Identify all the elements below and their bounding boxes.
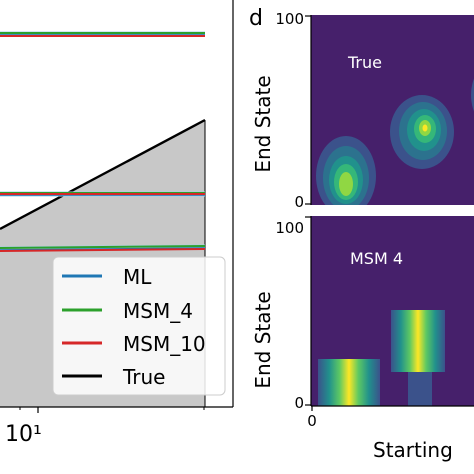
bar-2-column [408, 372, 432, 406]
band-lower [0, 244, 206, 252]
legend-entry-msm4: MSM_4 [62, 299, 193, 323]
y-tick-label: 100 [275, 10, 304, 28]
bar-2 [391, 310, 445, 372]
heatmap-true: True 100 0 End State [251, 10, 474, 211]
y-axis-label: End State [251, 75, 275, 172]
heatmap-true-title: True [347, 53, 382, 72]
blob-1 [316, 136, 376, 205]
legend-entry-ml: ML [62, 265, 152, 289]
svg-text:MSM_4: MSM_4 [123, 299, 193, 323]
y-tick-label: 0 [294, 394, 304, 412]
legend-entry-msm10: MSM_10 [62, 332, 206, 356]
band-middle [0, 191, 205, 197]
bar-1 [318, 359, 380, 406]
blob-2 [390, 95, 454, 169]
heatmap-msm4: MSM 4 100 0 0 End State [251, 216, 474, 430]
svg-text:True: True [122, 365, 165, 389]
panel-label: d [249, 6, 263, 31]
svg-text:MSM_10: MSM_10 [123, 332, 206, 356]
y-axis-label: End State [251, 291, 275, 388]
heatmap-msm4-title: MSM 4 [350, 249, 403, 268]
legend: ML MSM_4 MSM_10 True [52, 256, 226, 396]
legend-entry-true: True [62, 365, 165, 389]
blob-3 [471, 78, 474, 112]
x-axis-label: Starting [373, 438, 453, 462]
true-line [0, 118, 206, 231]
x-tick-label: 0 [307, 412, 317, 430]
left-plot: 10¹ ML MSM_4 MSM_10 True [0, 0, 234, 447]
band-upper [0, 31, 205, 37]
x-tick-label: 10¹ [5, 422, 42, 447]
y-tick-label: 0 [294, 193, 304, 211]
svg-text:ML: ML [123, 265, 152, 289]
y-tick-label: 100 [275, 219, 304, 237]
legend-box [52, 256, 226, 396]
